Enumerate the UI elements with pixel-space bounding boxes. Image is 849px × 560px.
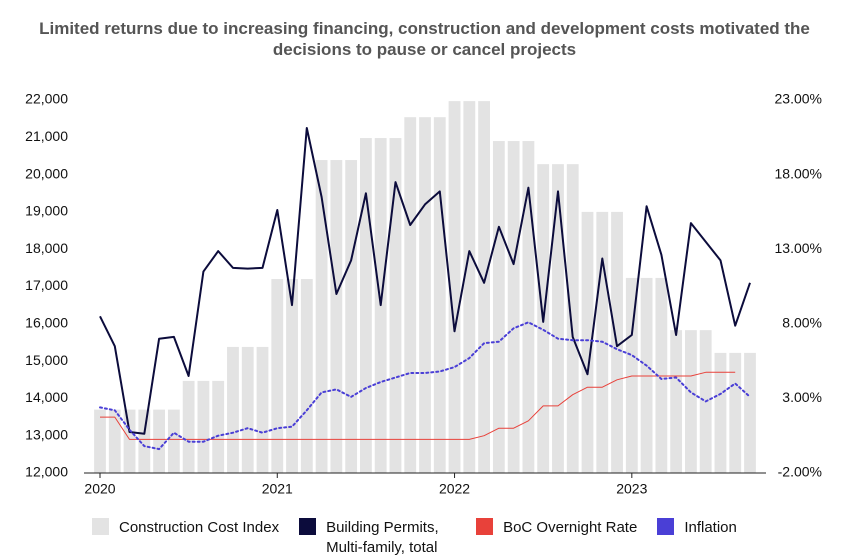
- y-tick-label: 12,000: [25, 464, 68, 480]
- y2-tick-label: 3.00%: [782, 389, 822, 405]
- bar: [389, 138, 402, 473]
- y-tick-label: 13,000: [25, 426, 68, 442]
- y2-tick-label: 8.00%: [782, 315, 822, 331]
- bar: [433, 117, 446, 474]
- y-tick-label: 16,000: [25, 315, 68, 331]
- bar: [655, 277, 668, 473]
- line-series: [99, 321, 751, 451]
- line-series: [100, 371, 736, 440]
- y-tick-label: 18,000: [25, 240, 68, 256]
- y-tick-label: 17,000: [25, 277, 68, 293]
- y-tick-label: 20,000: [25, 165, 68, 181]
- bar: [212, 380, 225, 473]
- bar: [404, 117, 417, 474]
- y-tick-label: 21,000: [25, 128, 68, 144]
- y2-tick-label: -2.00%: [778, 464, 822, 480]
- bar: [360, 138, 372, 473]
- legend-item: Building Permits, Multi-family, total: [299, 518, 456, 558]
- x-tick-label: 2021: [262, 481, 293, 497]
- chart: 12,000 13,000 14,000 15,000 16,000 17,000 18,0…: [25, 91, 822, 497]
- bar: [182, 380, 195, 473]
- legend-swatch: [476, 518, 494, 535]
- bar: [507, 141, 520, 473]
- bar: [256, 346, 269, 473]
- y2-tick-label: 23.00%: [775, 91, 822, 107]
- legend-item: BoC Overnight Rate: [476, 518, 637, 558]
- legend-label: Building Permits, Multi-family, total: [326, 519, 439, 556]
- chart-title: Limited returns due to increasing financ…: [39, 19, 810, 59]
- bar: [419, 117, 431, 474]
- bar: [167, 409, 180, 473]
- y-tick-label: 22,000: [25, 91, 68, 107]
- legend-item: Construction Cost Index: [92, 518, 279, 558]
- bar: [330, 160, 343, 474]
- bar: [492, 141, 505, 473]
- bar: [566, 164, 579, 473]
- line-series: [99, 127, 751, 435]
- bar: [522, 141, 535, 473]
- legend-swatch: [299, 518, 317, 535]
- bar: [227, 346, 239, 473]
- bar: [625, 277, 638, 473]
- bar: [714, 352, 727, 473]
- bar: [94, 409, 106, 473]
- bar: [241, 346, 254, 473]
- legend: Construction Cost Index Building Permits,…: [92, 518, 757, 558]
- legend-label: Construction Cost Index: [119, 519, 280, 536]
- bar: [744, 352, 756, 473]
- y-tick-label: 19,000: [25, 203, 68, 219]
- y2-tick-label: 18.00%: [775, 165, 822, 181]
- bar: [315, 160, 328, 474]
- bar: [729, 352, 742, 473]
- legend-swatch: [92, 518, 109, 535]
- bar: [197, 380, 210, 473]
- x-tick-label: 2022: [439, 481, 470, 497]
- bar: [581, 211, 594, 473]
- x-tick-label: 2023: [616, 481, 647, 497]
- bar: [153, 409, 165, 473]
- y-tick-label: 15,000: [25, 352, 68, 368]
- bar: [685, 330, 697, 473]
- bar: [345, 160, 358, 474]
- y-tick-label: 14,000: [25, 389, 68, 405]
- legend-item: Inflation: [657, 518, 737, 558]
- bar: [448, 101, 461, 473]
- bar: [271, 279, 284, 473]
- bar: [123, 409, 136, 473]
- bar: [463, 101, 476, 473]
- bar: [640, 277, 653, 473]
- bar: [300, 279, 313, 473]
- y2-tick-label: 13.00%: [775, 240, 822, 256]
- legend-label: BoC Overnight Rate: [503, 519, 638, 536]
- x-tick-label: 2020: [84, 481, 115, 497]
- bar: [108, 409, 121, 473]
- legend-label: Inflation: [684, 519, 737, 536]
- bar: [552, 164, 564, 473]
- legend-swatch: [657, 518, 675, 535]
- bar: [138, 409, 151, 473]
- bar: [478, 101, 490, 473]
- bar: [670, 330, 683, 473]
- bar: [286, 279, 298, 473]
